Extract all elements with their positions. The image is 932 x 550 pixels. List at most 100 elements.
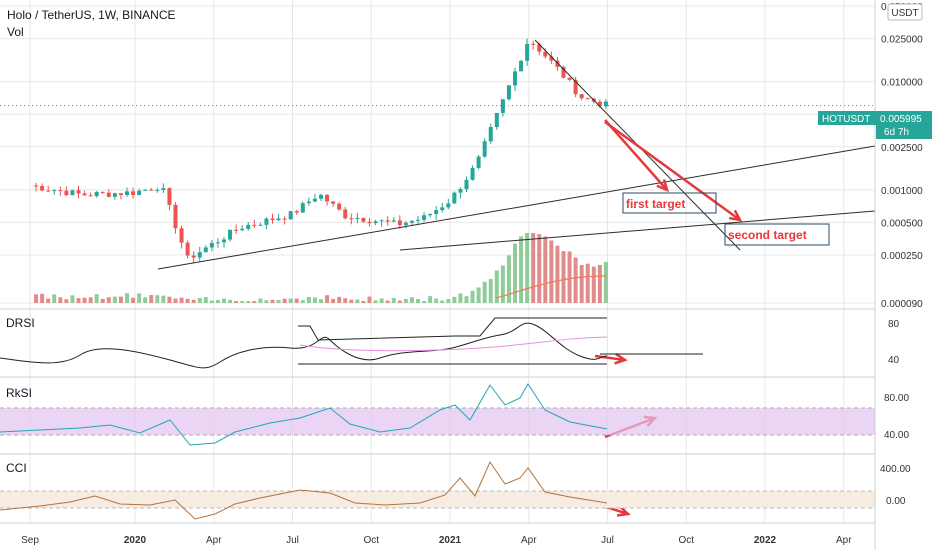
volume-bar [246, 301, 251, 303]
price-axis[interactable]: 0.0500000.0250000.0100000.0050000.002500… [881, 2, 923, 310]
candle-body [191, 255, 196, 258]
volume-bar [52, 294, 57, 303]
candle-body [488, 127, 493, 142]
candle-body [567, 77, 572, 80]
volume-bar [446, 299, 451, 303]
volume-bar [355, 299, 360, 303]
volume-bar [567, 251, 572, 303]
candle-body [543, 51, 548, 57]
candle-body [391, 220, 396, 222]
volume-bar [76, 298, 81, 303]
volume-bar [124, 293, 129, 303]
volume-bar [82, 297, 87, 303]
volume-bar [512, 243, 517, 303]
time-label: Jul [286, 535, 299, 546]
volume-ma-line [495, 275, 606, 299]
candle-body [40, 185, 45, 191]
time-label: 2021 [439, 535, 462, 546]
candle-body [494, 112, 499, 128]
volume-bar [252, 301, 257, 303]
volume-bar [179, 297, 184, 303]
volume-bar [312, 297, 317, 303]
cci-tick-400: 400.00 [880, 464, 911, 475]
volume-bar [506, 255, 511, 303]
candle-body [397, 220, 402, 226]
time-label: Oct [363, 535, 379, 546]
time-label: Sep [21, 535, 39, 546]
second-target-box [724, 223, 830, 246]
candle-body [476, 156, 481, 168]
volume-bar [94, 294, 99, 303]
volume-bar [555, 245, 560, 303]
candle-body [537, 44, 542, 52]
volume-bar [282, 298, 287, 303]
volume-bar [34, 294, 39, 303]
volume-bar [240, 301, 245, 303]
arrow-drsi-head [614, 352, 628, 365]
candle-body [428, 214, 433, 216]
candle-body [221, 239, 226, 243]
volume-bar [167, 296, 172, 303]
time-label: Jul [601, 535, 614, 546]
candle-body [264, 218, 269, 225]
candle-body [270, 218, 275, 221]
time-label: Apr [836, 535, 852, 546]
volume-bar [464, 296, 469, 303]
currency-badge[interactable] [887, 3, 923, 21]
candle-body [331, 201, 336, 204]
time-axis[interactable]: Sep 2020 Apr Jul Oct 2021 Apr Jul Oct 2022 Apr [21, 535, 852, 546]
candle-body [124, 191, 129, 195]
candle-body [440, 207, 445, 211]
candle-body [240, 228, 245, 231]
volume-bar [349, 299, 354, 303]
candle-body [203, 247, 208, 253]
candle-body [52, 190, 57, 192]
volume-bar [409, 297, 414, 303]
drsi-line [0, 322, 608, 369]
candle-body [349, 218, 354, 220]
volume-bar [385, 300, 390, 303]
cci-line [0, 460, 608, 520]
candle-body [288, 211, 293, 220]
volume-bar [403, 298, 408, 303]
candle-body [561, 66, 566, 78]
volume-bar [64, 299, 69, 303]
volume-bar [367, 296, 372, 303]
price-tick: 0.000250 [881, 251, 923, 262]
time-label: Apr [206, 535, 222, 546]
volume-bar [215, 299, 220, 303]
volume-bar [458, 293, 463, 303]
cci-tick-0: 0.00 [886, 496, 906, 507]
candle-body [506, 85, 511, 100]
candle-body [312, 198, 317, 202]
price-tick: 0.002500 [881, 143, 923, 154]
drsi-tick-40: 40 [888, 355, 900, 366]
candle-body [94, 192, 99, 197]
volume-bar [276, 299, 281, 303]
volume-bar [537, 234, 542, 303]
support-trendline [157, 145, 876, 270]
candle-body [197, 252, 202, 258]
candle-body [185, 242, 190, 256]
volume-bar [100, 298, 105, 303]
volume-bar [118, 296, 123, 303]
candle-body [355, 217, 360, 219]
candles [34, 38, 608, 264]
candle-body [434, 210, 439, 215]
candle-body [446, 203, 451, 208]
candle-body [282, 218, 287, 220]
candle-body [306, 201, 311, 204]
volume-label: Vol [7, 25, 24, 39]
volume-bar [318, 299, 323, 303]
candle-body [549, 56, 554, 61]
candle-body [367, 221, 372, 224]
candle-body [458, 189, 463, 193]
volume-bar [391, 297, 396, 303]
candle-body [597, 101, 602, 107]
candle-body [46, 190, 51, 192]
volume-bar [482, 281, 487, 303]
volume-bar [397, 300, 402, 303]
candle-body [318, 194, 323, 199]
drsi-tick-80: 80 [888, 319, 900, 330]
